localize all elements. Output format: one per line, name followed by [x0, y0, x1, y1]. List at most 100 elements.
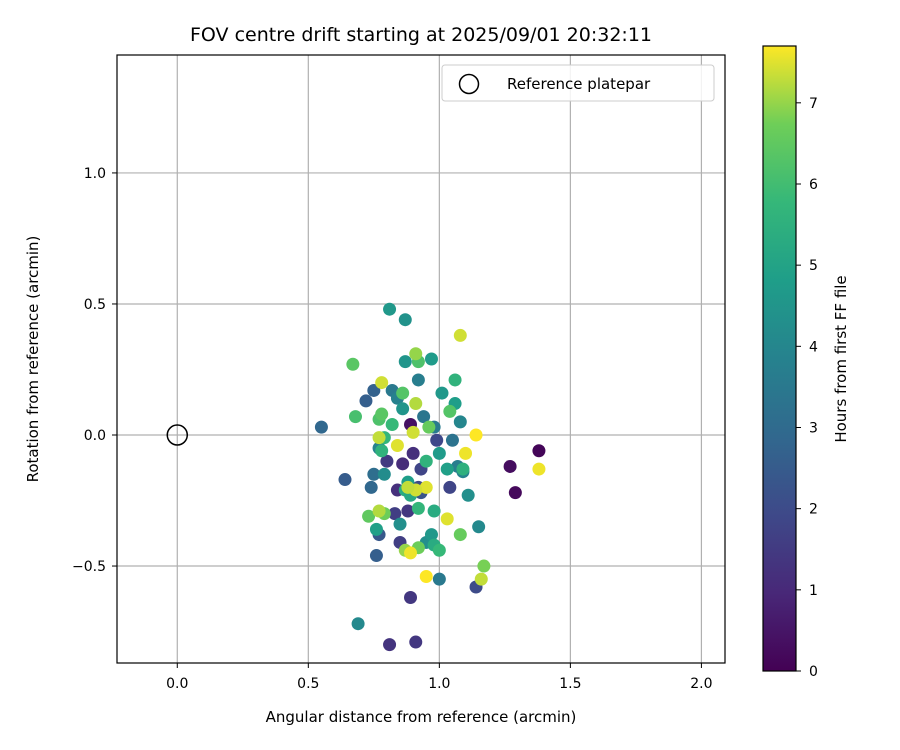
scatter-point — [372, 431, 386, 445]
scatter-point — [440, 512, 454, 526]
scatter-point — [435, 386, 449, 400]
scatter-point — [369, 522, 383, 536]
x-tick-label: 1.0 — [428, 676, 450, 692]
scatter-point — [396, 457, 410, 471]
scatter-point — [532, 462, 546, 476]
scatter-point — [445, 433, 459, 447]
scatter-points — [314, 302, 546, 652]
scatter-point — [377, 467, 391, 481]
colorbar-frame — [762, 45, 797, 672]
scatter-point — [375, 407, 389, 421]
scatter-point — [419, 454, 433, 468]
scatter-point — [532, 444, 546, 458]
scatter-point — [401, 480, 415, 494]
scatter-point — [424, 528, 438, 542]
chart-title: FOV centre drift starting at 2025/09/01 … — [190, 24, 652, 46]
y-tick-label: 1.0 — [84, 166, 106, 182]
scatter-point — [380, 454, 394, 468]
scatter-point — [401, 504, 415, 518]
scatter-point — [417, 410, 431, 424]
scatter-point — [432, 572, 446, 586]
scatter-point — [477, 559, 491, 573]
colorbar-tick-label: 0 — [809, 664, 818, 680]
scatter-point — [453, 528, 467, 542]
scatter-point — [390, 438, 404, 452]
scatter-point — [383, 302, 397, 316]
scatter-point — [393, 517, 407, 531]
legend-reference-icon — [458, 73, 480, 95]
axis-ticks: 0.0 0.5 1.0 1.5 2.0 1.0 0.5 0.0 −0.5 — [72, 166, 713, 692]
scatter-point — [448, 373, 462, 387]
colorbar-label: Hours from first FF file — [832, 275, 850, 442]
scatter-point — [375, 444, 389, 458]
scatter-point — [459, 446, 473, 460]
colorbar-tick-label: 2 — [809, 502, 818, 518]
scatter-point — [409, 347, 423, 361]
y-axis-title: Rotation from reference (arcmin) — [24, 236, 42, 483]
scatter-point — [372, 504, 386, 518]
scatter-point — [314, 420, 328, 434]
scatter-point — [396, 402, 410, 416]
scatter-point — [472, 520, 486, 534]
scatter-point — [348, 410, 362, 424]
scatter-point — [456, 462, 470, 476]
colorbar-tick-label: 3 — [809, 420, 818, 436]
scatter-point — [469, 428, 483, 442]
scatter-point — [367, 383, 381, 397]
scatter-point — [419, 480, 433, 494]
scatter-point — [369, 549, 383, 563]
scatter-point — [453, 415, 467, 429]
x-tick-label: 0.0 — [166, 676, 188, 692]
colorbar-ticks: 0 1 2 3 4 5 6 7 — [796, 96, 818, 680]
scatter-point — [338, 473, 352, 487]
colorbar-tick-label: 1 — [809, 583, 818, 599]
grid-lines — [117, 55, 725, 663]
colorbar-tick-label: 4 — [809, 339, 818, 355]
scatter-point — [404, 546, 418, 560]
scatter-point — [398, 313, 412, 327]
scatter-point — [364, 480, 378, 494]
x-axis-title: Angular distance from reference (arcmin) — [266, 708, 577, 726]
scatter-point — [385, 418, 399, 432]
scatter-point — [503, 459, 517, 473]
colorbar-tick-label: 5 — [809, 258, 818, 274]
x-tick-label: 2.0 — [690, 676, 712, 692]
legend: Reference platepar — [441, 64, 715, 102]
scatter-point — [461, 488, 475, 502]
scatter-point — [443, 404, 457, 418]
scatter-point — [351, 617, 365, 631]
y-tick-label: 0.0 — [84, 428, 106, 444]
scatter-point — [375, 376, 389, 390]
scatter-point — [419, 570, 433, 584]
scatter-point — [362, 509, 376, 523]
scatter-point — [396, 386, 410, 400]
scatter-point — [453, 328, 467, 342]
colorbar-gradient — [763, 46, 796, 671]
scatter-point — [409, 397, 423, 411]
colorbar-tick-label: 6 — [809, 177, 818, 193]
scatter-point — [406, 425, 420, 439]
y-tick-label: 0.5 — [84, 297, 106, 313]
scatter-point — [383, 638, 397, 652]
scatter-point — [388, 507, 402, 521]
colorbar-tick-label: 7 — [809, 96, 818, 112]
scatter-point — [367, 467, 381, 481]
scatter-point — [427, 504, 441, 518]
x-tick-label: 1.5 — [559, 676, 581, 692]
scatter-point — [422, 420, 436, 434]
scatter-point — [440, 462, 454, 476]
scatter-point — [404, 590, 418, 604]
scatter-point — [508, 486, 522, 500]
scatter-point — [359, 394, 373, 408]
scatter-point — [430, 433, 444, 447]
reference-platepar-marker — [166, 424, 189, 446]
x-tick-label: 0.5 — [297, 676, 319, 692]
colorbar: 0 1 2 3 4 5 6 7 Hours from first FF file — [762, 45, 850, 680]
scatter-point — [398, 355, 412, 369]
scatter-point — [432, 543, 446, 557]
scatter-point — [424, 352, 438, 366]
legend-box — [441, 64, 715, 102]
scatter-point — [346, 357, 360, 371]
scatter-point — [443, 480, 457, 494]
